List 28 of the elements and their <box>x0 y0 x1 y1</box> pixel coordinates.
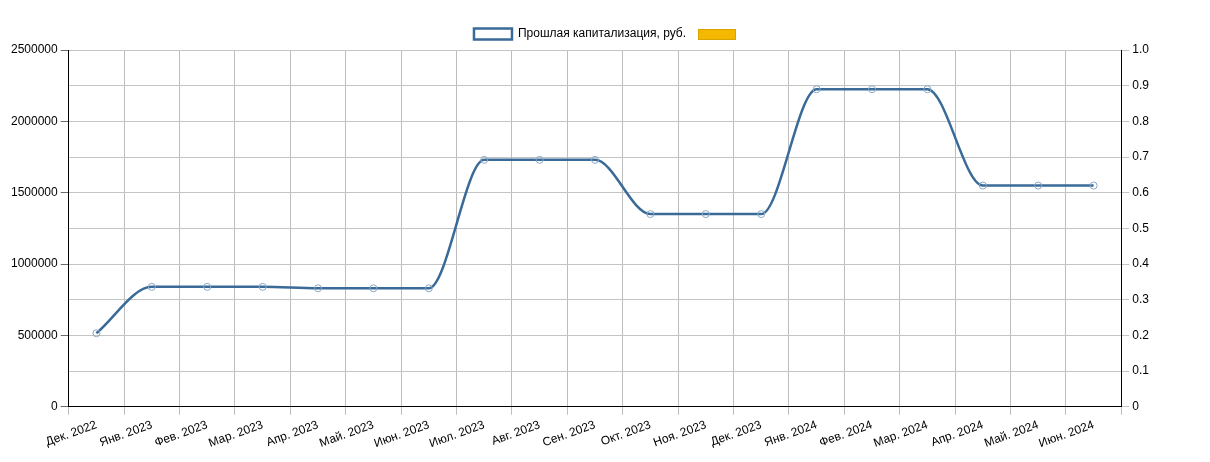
y2-tick-label: 0.7 <box>1132 149 1150 164</box>
x-tick-label: Мар. 2024 <box>871 417 930 450</box>
y2-tick-label: 1.0 <box>1132 42 1150 57</box>
x-tick-label: Дек. 2023 <box>708 417 764 449</box>
y2-tick-label: 0.4 <box>1132 256 1150 271</box>
y-tick-label: 2500000 <box>11 42 59 57</box>
y2-tick-label: 0.1 <box>1132 363 1150 378</box>
y2-tick-label: 0.8 <box>1132 113 1150 128</box>
x-tick-label: Янв. 2023 <box>97 417 155 450</box>
x-tick-label: Янв. 2024 <box>762 417 820 450</box>
x-tick-label: Авг. 2023 <box>489 417 543 448</box>
legend-label: Прошлая капитализация, руб. <box>517 26 687 41</box>
y-tick-label: 500000 <box>17 327 59 342</box>
x-tick-label: Сен. 2023 <box>540 417 598 450</box>
x-tick-label: Мар. 2023 <box>206 417 266 450</box>
x-tick-label: Окт. 2023 <box>598 417 653 449</box>
x-tick-label: Дек. 2022 <box>43 417 99 449</box>
y2-tick-label: 0.9 <box>1132 77 1150 92</box>
y2-tick-label: 0.5 <box>1132 220 1150 235</box>
y-tick-label: 1500000 <box>11 185 59 199</box>
y2-tick-label: 0.3 <box>1132 292 1150 307</box>
y-tick-label: 1000000 <box>11 256 59 271</box>
y-tick-label: 2000000 <box>11 113 59 128</box>
x-tick-label: Ноя. 2023 <box>651 417 709 450</box>
y2-tick-label: 0.2 <box>1132 327 1150 342</box>
y-tick-label: 0 <box>51 399 59 414</box>
y2-tick-label: 0 <box>1132 399 1140 414</box>
y2-tick-label: 0.6 <box>1132 185 1150 199</box>
